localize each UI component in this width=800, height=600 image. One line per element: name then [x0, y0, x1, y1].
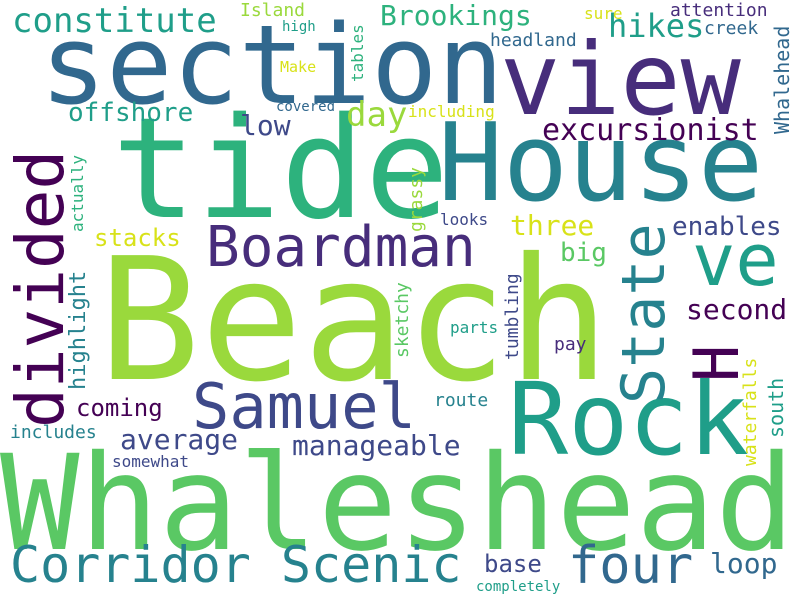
- word-including: including: [408, 102, 495, 121]
- word-average: average: [120, 423, 239, 456]
- word-creek: creek: [704, 18, 759, 39]
- word-attention: attention: [670, 0, 768, 21]
- word-includes: includes: [10, 422, 97, 443]
- word-h: H: [680, 344, 753, 382]
- word-manageable: manageable: [292, 429, 461, 462]
- word-headland: headland: [490, 30, 577, 51]
- word-beach: Beach: [98, 222, 610, 420]
- word-coming: coming: [76, 394, 163, 422]
- word-loop: loop: [710, 547, 778, 580]
- word-big: big: [560, 238, 607, 268]
- word-whaleshead: Whaleshead: [0, 427, 795, 581]
- word-corridor-scenic: Corridor Scenic: [10, 536, 462, 594]
- word-grassy: grassy: [406, 166, 427, 232]
- word-pay: pay: [554, 334, 587, 355]
- word-high: high: [282, 19, 316, 35]
- word-divided: divided: [2, 149, 79, 428]
- word-highlight: highlight: [66, 270, 91, 390]
- word-covered: covered: [276, 99, 336, 115]
- word-stacks: stacks: [94, 224, 181, 252]
- word-south: south: [764, 377, 788, 438]
- word-somewhat: somewhat: [112, 452, 190, 471]
- word-second: second: [686, 293, 788, 326]
- word-three: three: [510, 209, 595, 242]
- word-whalehead: Whalehead: [770, 25, 794, 134]
- word-hikes: hikes: [608, 7, 705, 45]
- word-tables: tables: [348, 24, 367, 82]
- word-boardman: Boardman: [206, 215, 476, 280]
- word-island: Island: [240, 0, 306, 21]
- word-constitute: constitute: [12, 1, 217, 41]
- word-offshore: offshore: [68, 98, 194, 128]
- word-base: base: [484, 550, 542, 578]
- word-sure: sure: [584, 4, 623, 23]
- word-brookings: Brookings: [380, 0, 532, 32]
- word-samuel: Samuel: [192, 370, 416, 443]
- word-ve: ve: [692, 218, 779, 302]
- word-waterfalls: waterfalls: [740, 357, 761, 466]
- word-make: Make: [280, 58, 317, 76]
- word-four: four: [568, 536, 694, 596]
- word-state: State: [609, 223, 679, 404]
- word-route: route: [434, 390, 489, 411]
- word-excursionist: excursionist: [542, 113, 759, 148]
- word-actually: actually: [68, 154, 87, 232]
- word-section: section: [40, 1, 504, 129]
- word-low: low: [240, 109, 291, 142]
- word-looks: looks: [440, 210, 489, 229]
- word-parts: parts: [450, 318, 499, 337]
- word-view: view: [500, 21, 741, 138]
- word-enables: enables: [672, 212, 782, 242]
- word-rock: Rock: [508, 361, 749, 478]
- word-house: House: [438, 101, 764, 226]
- word-sketchy: sketchy: [392, 282, 413, 358]
- word-completely: completely: [476, 579, 561, 595]
- word-tumbling: tumbling: [502, 273, 523, 360]
- word-day: day: [346, 95, 408, 135]
- word-tide: tide: [112, 88, 450, 251]
